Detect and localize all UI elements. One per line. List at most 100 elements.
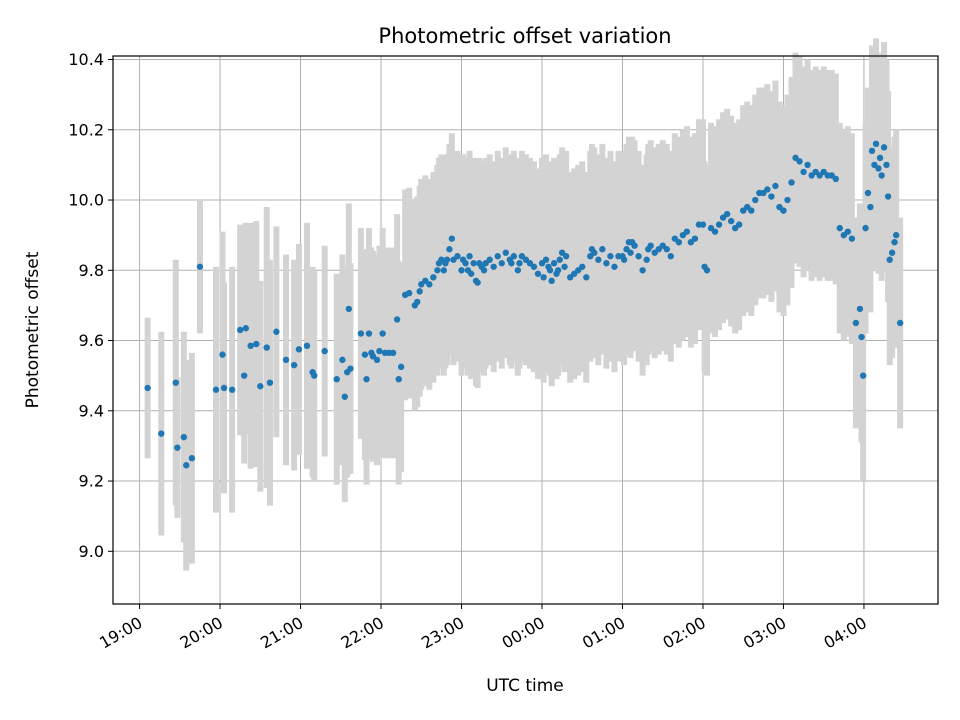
data-point: [562, 253, 570, 260]
data-point: [467, 270, 475, 277]
data-point: [748, 207, 755, 214]
data-point: [534, 270, 542, 277]
data-point: [236, 326, 244, 334]
data-point: [603, 260, 610, 267]
data-point: [397, 363, 405, 371]
data-point: [480, 267, 488, 274]
data-point: [470, 260, 477, 267]
data-point: [490, 263, 497, 270]
data-point: [514, 267, 522, 274]
data-point: [772, 182, 779, 190]
data-point: [180, 433, 188, 441]
data-point: [253, 340, 260, 348]
data-point: [295, 346, 303, 353]
data-point: [228, 386, 236, 393]
data-point: [486, 256, 493, 263]
data-point: [393, 316, 401, 323]
data-point: [836, 224, 844, 232]
data-point: [363, 375, 370, 383]
data-point: [832, 175, 839, 183]
data-point: [530, 263, 538, 270]
data-point: [691, 235, 699, 242]
data-point: [282, 356, 290, 364]
data-point: [379, 330, 386, 337]
data-point: [715, 221, 723, 228]
data-point: [219, 351, 226, 358]
data-point: [800, 168, 807, 176]
data-point: [683, 228, 691, 235]
data-point: [663, 246, 670, 253]
data-point: [188, 455, 196, 462]
y-tick-label: 10.2: [68, 120, 104, 139]
data-point: [639, 267, 646, 274]
data-point: [647, 242, 654, 249]
data-point: [426, 281, 433, 288]
data-point: [158, 430, 165, 437]
data-point: [311, 372, 318, 379]
data-point: [896, 319, 904, 327]
data-point: [643, 256, 650, 263]
data-point: [556, 256, 563, 263]
data-point: [631, 242, 638, 249]
data-point: [510, 253, 518, 260]
data-point: [788, 179, 795, 186]
data-point: [867, 203, 874, 211]
data-point: [635, 253, 642, 260]
data-point: [502, 249, 509, 256]
data-point: [768, 193, 775, 200]
data-point: [430, 274, 437, 281]
data-point: [414, 298, 421, 306]
data-point: [405, 289, 413, 297]
data-point: [784, 196, 791, 204]
data-point: [257, 383, 264, 390]
data-point: [735, 221, 743, 228]
data-point: [667, 253, 674, 260]
data-point: [883, 161, 890, 169]
data-point: [880, 144, 888, 151]
data-point: [303, 342, 311, 350]
data-point: [868, 147, 876, 155]
data-point: [361, 351, 369, 358]
data-point: [220, 384, 228, 392]
data-point: [711, 228, 719, 235]
data-point: [440, 267, 448, 274]
data-point: [376, 347, 383, 355]
data-point: [875, 165, 882, 172]
data-point: [174, 444, 181, 451]
data-point: [878, 172, 885, 179]
data-point: [675, 238, 683, 246]
data-point: [333, 375, 340, 383]
data-point: [627, 249, 634, 256]
data-point: [554, 267, 562, 274]
data-point: [144, 384, 151, 392]
data-point: [389, 349, 397, 357]
data-point: [498, 260, 505, 267]
data-point: [494, 253, 501, 260]
data-point: [804, 161, 811, 169]
data-point: [395, 375, 402, 383]
y-axis-label: Photometric offset: [23, 251, 43, 408]
data-point: [462, 260, 469, 267]
data-point: [466, 253, 473, 260]
data-point: [443, 256, 451, 263]
data-point: [273, 328, 280, 335]
data-point: [454, 253, 461, 260]
y-axis-ticks: 9.0 9.2 9.4 9.6 9.8 10.0 10.2 10.4: [68, 50, 113, 561]
data-point: [240, 372, 248, 379]
data-point: [859, 372, 867, 379]
data-point: [884, 193, 892, 200]
data-point: [764, 186, 771, 193]
data-point: [703, 267, 711, 274]
data-point: [339, 356, 346, 364]
data-point: [546, 267, 554, 274]
data-point: [872, 140, 880, 148]
data-point: [263, 344, 270, 351]
data-point: [434, 267, 441, 274]
data-point: [242, 325, 250, 332]
data-point: [599, 246, 606, 253]
data-point: [196, 263, 204, 270]
data-point: [290, 361, 298, 369]
y-tick-label: 10.4: [68, 50, 104, 69]
data-point: [542, 256, 550, 263]
